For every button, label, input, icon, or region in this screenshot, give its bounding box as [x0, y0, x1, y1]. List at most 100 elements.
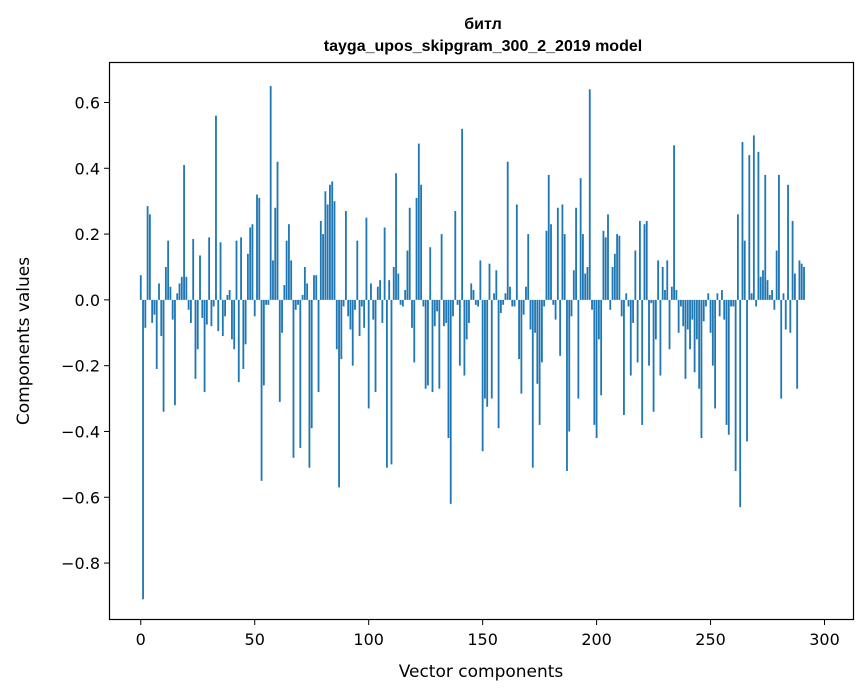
bar	[641, 299, 644, 425]
bar	[766, 280, 769, 300]
bar	[351, 299, 354, 366]
bar	[780, 299, 783, 399]
x-tick-label: 150	[467, 630, 498, 649]
bar	[609, 299, 612, 310]
bar	[253, 299, 256, 317]
bar	[522, 299, 525, 315]
bar	[470, 283, 473, 300]
bar	[659, 299, 662, 376]
bar	[611, 266, 614, 300]
bar	[627, 299, 630, 307]
bar	[675, 290, 678, 300]
bar	[796, 299, 799, 389]
x-tick-label: 300	[809, 630, 840, 649]
bar	[518, 299, 521, 360]
bar	[563, 234, 566, 300]
bar	[711, 299, 714, 366]
bar	[422, 299, 425, 307]
bar	[629, 299, 632, 376]
bar	[566, 299, 568, 471]
bar	[600, 299, 603, 396]
bar	[338, 299, 340, 488]
bar	[415, 197, 418, 300]
bar	[499, 299, 502, 314]
bar	[315, 275, 318, 300]
bar	[438, 299, 441, 389]
bar	[650, 299, 653, 304]
bar	[399, 299, 402, 305]
bar	[700, 299, 703, 439]
bar	[427, 299, 429, 386]
x-axis-ticks: 0 50 100 150 200 250 300	[136, 619, 840, 649]
bar	[212, 299, 215, 307]
bar	[187, 299, 190, 310]
bar	[347, 299, 350, 317]
y-axis-label: Components values	[14, 257, 34, 425]
bar	[376, 286, 379, 300]
bar	[185, 276, 188, 300]
bar	[623, 299, 625, 416]
bar	[759, 276, 762, 300]
bar	[472, 290, 475, 300]
bar	[515, 204, 518, 300]
y-axis-ticks: −0.8 −0.6 −0.4 −0.2 0.0 0.2 0.4 0.6	[61, 93, 110, 573]
bar	[406, 250, 409, 300]
bar	[484, 299, 486, 399]
bar	[645, 220, 648, 300]
bar	[354, 299, 356, 310]
bar	[707, 293, 710, 300]
bar	[169, 286, 172, 300]
bar	[705, 299, 707, 307]
bar	[714, 299, 717, 409]
bar	[727, 299, 730, 435]
bar	[242, 299, 245, 369]
bar	[274, 207, 277, 300]
bar	[568, 299, 571, 432]
bar	[798, 260, 801, 300]
bar	[308, 299, 311, 468]
bar	[789, 299, 792, 333]
bar	[142, 299, 144, 600]
bar	[294, 299, 297, 310]
bar	[680, 299, 682, 307]
bar	[256, 194, 258, 300]
bar	[139, 275, 142, 300]
bar	[762, 270, 764, 300]
bar	[297, 299, 299, 305]
bar	[477, 299, 479, 307]
bar	[358, 299, 361, 337]
bar	[151, 299, 154, 323]
bar	[755, 299, 758, 307]
bar	[349, 299, 352, 330]
bar	[757, 151, 760, 300]
bar	[686, 299, 689, 330]
bar	[588, 89, 591, 300]
bar	[511, 299, 514, 307]
bar	[267, 299, 270, 305]
bar	[620, 299, 623, 317]
bar	[417, 143, 420, 300]
bar	[673, 145, 675, 300]
bar	[397, 273, 400, 300]
bar	[144, 299, 147, 328]
bar	[538, 299, 541, 425]
bar	[732, 299, 735, 307]
bar	[764, 174, 767, 300]
bar	[643, 224, 646, 300]
bar	[793, 273, 796, 300]
y-tick-label: −0.2	[61, 357, 100, 376]
bar	[404, 290, 407, 300]
bar	[201, 299, 204, 318]
bar	[586, 266, 589, 300]
bar	[575, 207, 577, 300]
bar	[160, 299, 163, 337]
bar	[319, 220, 322, 300]
bar	[525, 286, 527, 300]
bar	[534, 299, 536, 333]
bar	[613, 253, 616, 300]
y-tick-label: −0.6	[61, 488, 100, 507]
bar	[479, 260, 482, 300]
x-tick-label: 50	[245, 630, 265, 649]
bar	[634, 250, 637, 300]
bar	[442, 299, 445, 327]
